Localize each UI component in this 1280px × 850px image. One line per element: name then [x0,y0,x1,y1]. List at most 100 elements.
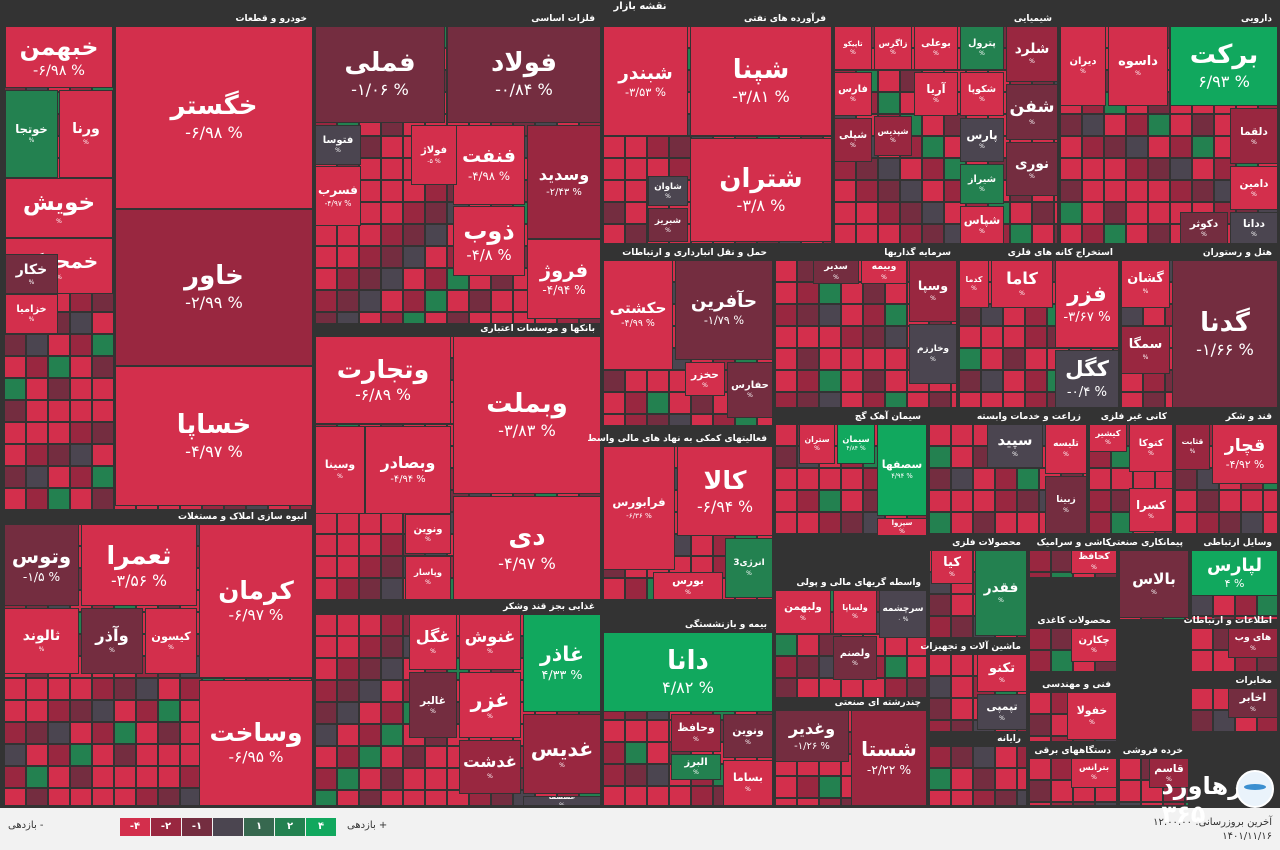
stock-tile-small[interactable] [26,766,48,788]
stock-tile[interactable]: تپمپی% [977,694,1027,730]
stock-tile-small[interactable] [995,746,1017,768]
stock-tile-small[interactable] [959,370,981,392]
stock-tile-small[interactable] [315,578,337,600]
stock-tile-small[interactable] [1192,180,1214,202]
stock-tile-small[interactable] [797,282,819,304]
stock-tile-small[interactable] [819,468,841,490]
stock-tile-small[interactable] [929,698,951,720]
stock-tile-small[interactable] [951,490,973,512]
stock-tile[interactable]: وسدید -۲/۴۳ % [527,125,601,239]
stock-tile-small[interactable] [337,246,359,268]
stock-tile[interactable]: لپارس ۴ % [1191,550,1278,596]
stock-tile-small[interactable] [1119,780,1141,802]
stock-tile-small[interactable] [819,282,841,304]
stock-tile[interactable]: ثعمرا -۳/۵۶ % [81,524,197,606]
stock-tile-small[interactable] [797,656,819,678]
stock-tile-small[interactable] [381,614,403,636]
stock-tile-small[interactable] [797,326,819,348]
stock-tile-small[interactable] [92,334,114,356]
stock-tile-small[interactable] [158,700,180,722]
stock-tile-small[interactable] [1017,746,1027,768]
stock-tile-small[interactable] [885,326,907,348]
stock-tile[interactable]: غالبر% [409,672,457,738]
stock-tile-small[interactable] [885,282,907,304]
stock-tile-small[interactable] [603,578,625,600]
stock-tile-small[interactable] [1148,224,1170,244]
stock-tile-small[interactable] [834,180,856,202]
stock-tile-small[interactable] [4,722,26,744]
stock-tile-small[interactable] [900,180,922,202]
stock-tile-small[interactable] [26,488,48,510]
stock-tile[interactable]: غگل% [409,614,457,670]
stock-tile-small[interactable] [603,158,625,180]
stock-tile-small[interactable] [337,512,359,534]
stock-tile-small[interactable] [959,392,981,408]
stock-tile-small[interactable] [603,180,625,202]
stock-tile-small[interactable] [929,424,951,446]
stock-tile-small[interactable] [775,260,797,282]
stock-tile-small[interactable] [973,512,995,534]
stock-tile-small[interactable] [315,556,337,578]
stock-tile-small[interactable] [26,334,48,356]
stock-tile-small[interactable] [863,304,885,326]
stock-tile[interactable]: فنفت -۴/۹۸ % [453,125,525,205]
stock-tile-small[interactable] [359,246,381,268]
stock-tile-small[interactable] [669,414,691,426]
stock-tile-small[interactable] [929,746,951,768]
stock-tile-small[interactable] [70,466,92,488]
stock-tile[interactable]: کحافظ% [1071,550,1117,574]
stock-tile[interactable]: ونوین% [405,514,451,554]
stock-tile[interactable]: چکارن% [1071,628,1117,662]
stock-tile-small[interactable] [1175,490,1197,512]
stock-tile[interactable]: زاگرس% [874,26,912,70]
stock-tile-small[interactable] [841,468,863,490]
stock-tile[interactable]: بورس% [653,572,723,600]
stock-tile-small[interactable] [878,202,900,224]
stock-tile-small[interactable] [359,578,381,600]
stock-tile-small[interactable] [959,326,981,348]
stock-tile-small[interactable] [951,768,973,790]
stock-tile-small[interactable] [1029,572,1051,578]
stock-tile-small[interactable] [951,698,973,720]
stock-tile-small[interactable] [1082,224,1104,244]
stock-tile-small[interactable] [4,700,26,722]
stock-tile[interactable]: کیا% [931,550,973,584]
stock-tile-small[interactable] [981,348,1003,370]
stock-tile-small[interactable] [1197,512,1219,534]
stock-tile-small[interactable] [1060,158,1082,180]
stock-tile-small[interactable] [4,466,26,488]
stock-tile-small[interactable] [775,798,797,806]
stock-tile[interactable]: خگستر -۶/۹۸ % [115,26,313,209]
stock-tile-small[interactable] [603,742,625,764]
stock-tile-small[interactable] [775,370,797,392]
stock-tile[interactable]: حفارس% [727,362,773,418]
stock-tile-small[interactable] [922,136,944,158]
stock-tile[interactable]: ولساپا% [833,590,877,634]
stock-tile-small[interactable] [647,720,669,742]
stock-tile-small[interactable] [797,348,819,370]
stock-tile-small[interactable] [1192,114,1214,136]
stock-tile-small[interactable] [1192,158,1214,180]
stock-tile-small[interactable] [625,158,647,180]
stock-tile-small[interactable] [48,488,70,510]
stock-tile-small[interactable] [1082,180,1104,202]
stock-tile-small[interactable] [797,490,819,512]
stock-tile-small[interactable] [1192,136,1214,158]
stock-tile-small[interactable] [4,400,26,422]
stock-tile-small[interactable] [92,788,114,806]
stock-tile-small[interactable] [1170,114,1192,136]
stock-tile-small[interactable] [834,202,856,224]
stock-tile-small[interactable] [70,378,92,400]
stock-tile-small[interactable] [359,290,381,312]
stock-tile-small[interactable] [1089,490,1111,512]
stock-tile-small[interactable] [70,400,92,422]
stock-tile-small[interactable] [929,790,951,806]
stock-tile-small[interactable] [359,136,381,158]
stock-tile[interactable]: وپاسار% [405,556,451,600]
stock-tile-small[interactable] [1073,802,1095,806]
stock-tile-small[interactable] [1003,326,1025,348]
stock-tile-small[interactable] [1025,392,1047,408]
stock-tile-small[interactable] [625,742,647,764]
stock-tile[interactable]: سرچشمه ۰ % [879,590,927,638]
stock-tile-small[interactable] [158,678,180,700]
